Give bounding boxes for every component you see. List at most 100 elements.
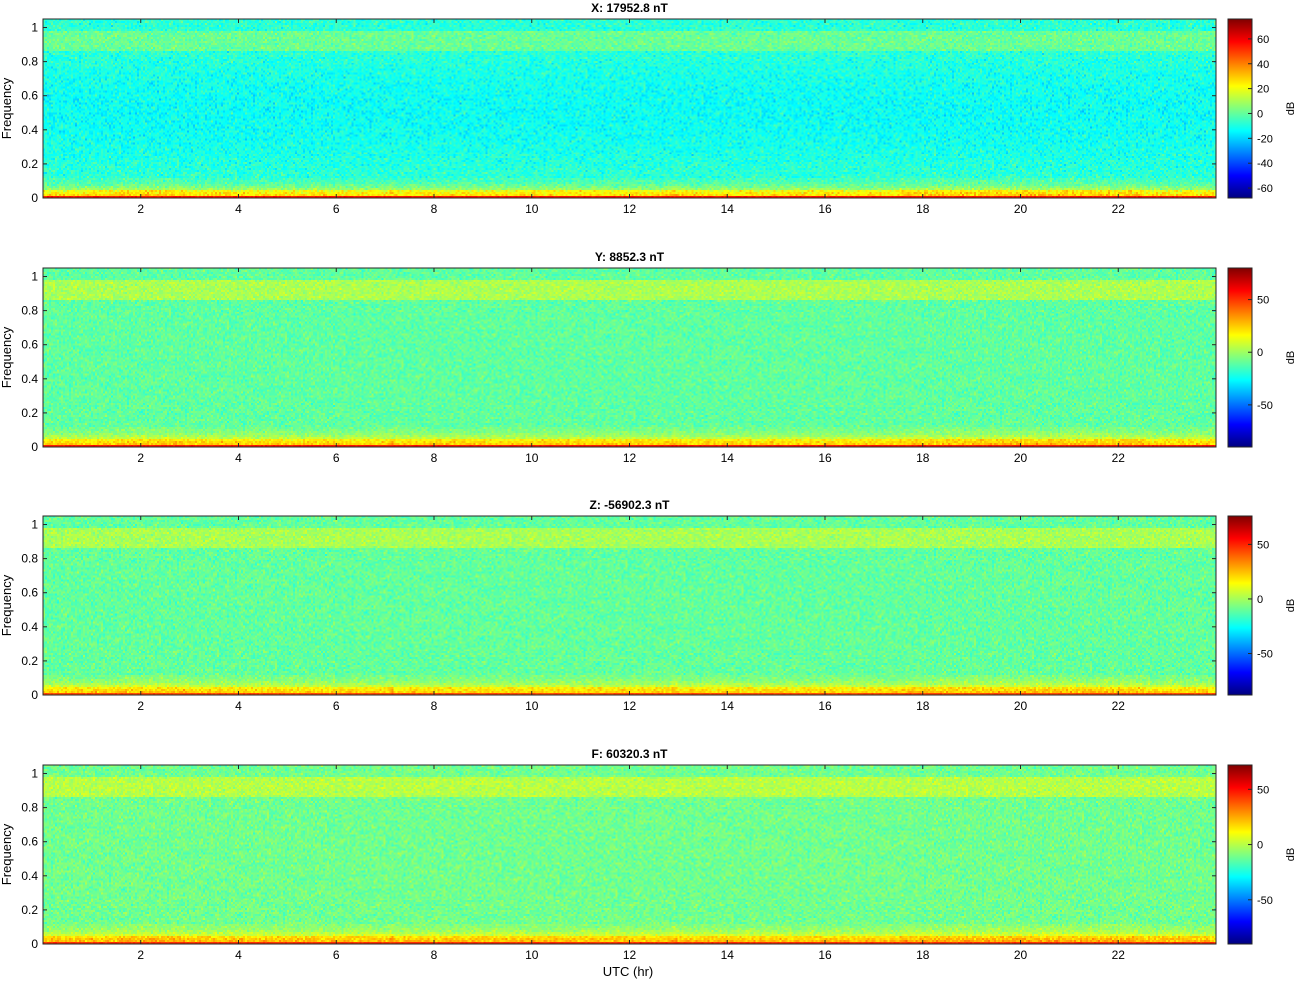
colorbar-tick-label: 0 — [1257, 108, 1263, 120]
x-tick-label: 22 — [1112, 451, 1126, 465]
y-axis-label: Frequency — [0, 326, 14, 388]
x-tick-label: 14 — [721, 699, 735, 713]
y-tick-label: 0 — [31, 688, 38, 702]
y-tick-label: 0 — [31, 440, 38, 454]
x-tick-label: 18 — [916, 699, 930, 713]
x-tick-label: 8 — [431, 202, 438, 216]
colorbar-label: dB — [1285, 102, 1297, 115]
x-tick-label: 8 — [431, 451, 438, 465]
x-tick-label: 10 — [525, 699, 539, 713]
colorbar: -50 0 50 dB — [1227, 515, 1297, 696]
x-tick-label: 16 — [818, 948, 832, 962]
colorbar-tick-label: -50 — [1257, 649, 1273, 661]
spectrogram-panel: X: 17952.8 nT Frequency 0 0.2 0.4 0.6 0.8 1 2 4 6 8… — [0, 1, 1297, 216]
heatmap-image — [43, 516, 1216, 695]
x-tick-label: 6 — [333, 699, 340, 713]
y-axis-label: Frequency — [0, 77, 14, 139]
colorbar-tick-label: 0 — [1257, 840, 1263, 852]
y-tick-label: 0.4 — [21, 372, 38, 386]
y-tick-label: 0.6 — [21, 586, 38, 600]
y-tick-label: 0.4 — [21, 620, 38, 634]
y-tick-label: 0.2 — [21, 654, 38, 668]
x-tick-label: 2 — [137, 948, 144, 962]
colorbar-tick-label: -60 — [1257, 183, 1273, 195]
x-tick-label: 6 — [333, 202, 340, 216]
x-tick-label: 14 — [721, 451, 735, 465]
colorbar-tick-label: -50 — [1257, 895, 1273, 907]
x-tick-label: 20 — [1014, 451, 1028, 465]
x-tick-label: 8 — [431, 699, 438, 713]
x-tick-label: 14 — [721, 202, 735, 216]
y-tick-label: 1 — [31, 270, 38, 284]
x-tick-label: 22 — [1112, 948, 1126, 962]
colorbar-label: dB — [1285, 351, 1297, 364]
x-tick-label: 12 — [623, 699, 637, 713]
colorbar-tick-label: 60 — [1257, 34, 1269, 46]
y-tick-label: 1 — [31, 518, 38, 532]
heatmap-image — [43, 19, 1216, 198]
colorbar: -50 0 50 dB — [1227, 267, 1297, 448]
x-tick-label: 22 — [1112, 202, 1126, 216]
y-tick-label: 0.2 — [21, 406, 38, 420]
x-tick-label: 10 — [525, 202, 539, 216]
x-axis-label: UTC (hr) — [603, 964, 654, 979]
y-tick-label: 0.2 — [21, 157, 38, 171]
x-tick-label: 6 — [333, 451, 340, 465]
heatmap-image — [43, 765, 1216, 944]
colorbar-tick-label: -40 — [1257, 158, 1273, 170]
colorbar-tick-label: -20 — [1257, 133, 1273, 145]
colorbar-label: dB — [1285, 599, 1297, 612]
colorbar: -50 0 50 dB — [1227, 764, 1297, 945]
y-tick-label: 1 — [31, 767, 38, 781]
colorbar-tick-label: 50 — [1257, 784, 1269, 796]
x-tick-label: 2 — [137, 202, 144, 216]
x-tick-label: 4 — [235, 699, 242, 713]
colorbar-gradient — [1227, 764, 1253, 945]
y-axis-label: Frequency — [0, 574, 14, 636]
x-tick-label: 6 — [333, 948, 340, 962]
y-tick-label: 0.6 — [21, 338, 38, 352]
y-tick-label: 0.8 — [21, 55, 38, 69]
x-tick-label: 12 — [623, 451, 637, 465]
x-tick-label: 4 — [235, 202, 242, 216]
y-tick-label: 0 — [31, 937, 38, 951]
x-tick-label: 10 — [525, 948, 539, 962]
y-tick-label: 0.8 — [21, 304, 38, 318]
y-tick-label: 1 — [31, 21, 38, 35]
x-tick-label: 16 — [818, 699, 832, 713]
panel-title: Y: 8852.3 nT — [595, 250, 665, 264]
x-tick-label: 12 — [623, 948, 637, 962]
heatmap-image — [43, 268, 1216, 447]
x-tick-label: 20 — [1014, 948, 1028, 962]
x-tick-label: 4 — [235, 948, 242, 962]
colorbar-label: dB — [1285, 848, 1297, 861]
x-tick-label: 18 — [916, 451, 930, 465]
panel-title: X: 17952.8 nT — [591, 1, 668, 15]
x-tick-label: 14 — [721, 948, 735, 962]
x-tick-label: 18 — [916, 202, 930, 216]
colorbar-tick-label: 0 — [1257, 594, 1263, 606]
y-tick-label: 0.8 — [21, 801, 38, 815]
x-tick-label: 22 — [1112, 699, 1126, 713]
colorbar-tick-label: -50 — [1257, 400, 1273, 412]
y-tick-label: 0.2 — [21, 903, 38, 917]
y-tick-label: 0 — [31, 191, 38, 205]
colorbar-tick-label: 40 — [1257, 59, 1269, 71]
x-tick-label: 8 — [431, 948, 438, 962]
x-tick-label: 2 — [137, 451, 144, 465]
y-axis-label: Frequency — [0, 823, 14, 885]
y-tick-label: 0.8 — [21, 552, 38, 566]
y-tick-label: 0.4 — [21, 123, 38, 137]
x-tick-label: 20 — [1014, 699, 1028, 713]
y-tick-label: 0.4 — [21, 869, 38, 883]
x-tick-label: 18 — [916, 948, 930, 962]
colorbar: -60 -40 -20 0 20 40 60 dB — [1227, 18, 1297, 199]
y-tick-label: 0.6 — [21, 835, 38, 849]
y-tick-label: 0.6 — [21, 89, 38, 103]
x-tick-label: 10 — [525, 451, 539, 465]
x-tick-label: 20 — [1014, 202, 1028, 216]
